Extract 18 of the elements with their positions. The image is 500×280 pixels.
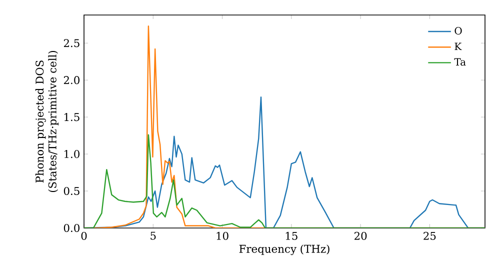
legend-label: K	[454, 42, 462, 50]
x-tick-label: 20	[354, 232, 367, 240]
y-tick-label: 2.5	[64, 39, 80, 48]
x-tick-label: 15	[286, 232, 298, 240]
y-tick-label: 1.5	[64, 113, 80, 122]
x-tick-label: 10	[216, 232, 228, 240]
legend-label: O	[454, 26, 462, 35]
y-axis-title: Phonon projected DOS (States/THz·primitive cell)	[35, 50, 59, 192]
line-series	[84, 134, 485, 228]
legend-label: Ta	[454, 58, 466, 66]
x-tick-label: 5	[150, 232, 156, 240]
x-axis-title: Frequency (THz)	[239, 244, 330, 256]
y-tick-label: 0.5	[64, 186, 80, 196]
y-tick-label: 0.0	[64, 224, 80, 232]
x-tick-label: 0	[81, 232, 87, 240]
y-tick-label: 2.0	[64, 76, 80, 84]
y-tick-label: 1.0	[64, 150, 80, 158]
x-tick-label: 25	[424, 232, 436, 240]
